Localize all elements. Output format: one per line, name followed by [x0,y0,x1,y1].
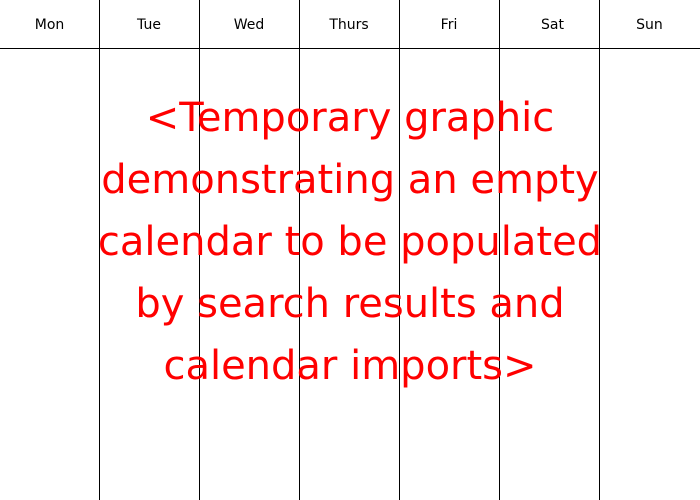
day-header-sat: Sat [541,17,564,33]
day-header-thurs: Thurs [329,17,369,33]
placeholder-text-line: demonstrating an empty [101,157,599,203]
column-divider [499,0,500,500]
column-divider [399,0,400,500]
day-header-mon: Mon [34,17,65,33]
day-header-fri: Fri [440,17,458,33]
day-header-tue: Tue [137,17,161,33]
placeholder-text-line: calendar to be populated [97,219,603,265]
day-header-sun: Sun [636,17,663,33]
column-divider [99,0,100,500]
column-divider [199,0,200,500]
day-header-wed: Wed [233,17,265,33]
column-divider [599,0,600,500]
column-divider [299,0,300,500]
placeholder-text-line: calendar imports> [163,343,537,389]
placeholder-text-line: <Temporary graphic [145,95,555,141]
calendar-header: Mon Tue Wed Thurs Fri Sat Sun [0,0,700,49]
placeholder-text-line: by search results and [135,281,565,327]
